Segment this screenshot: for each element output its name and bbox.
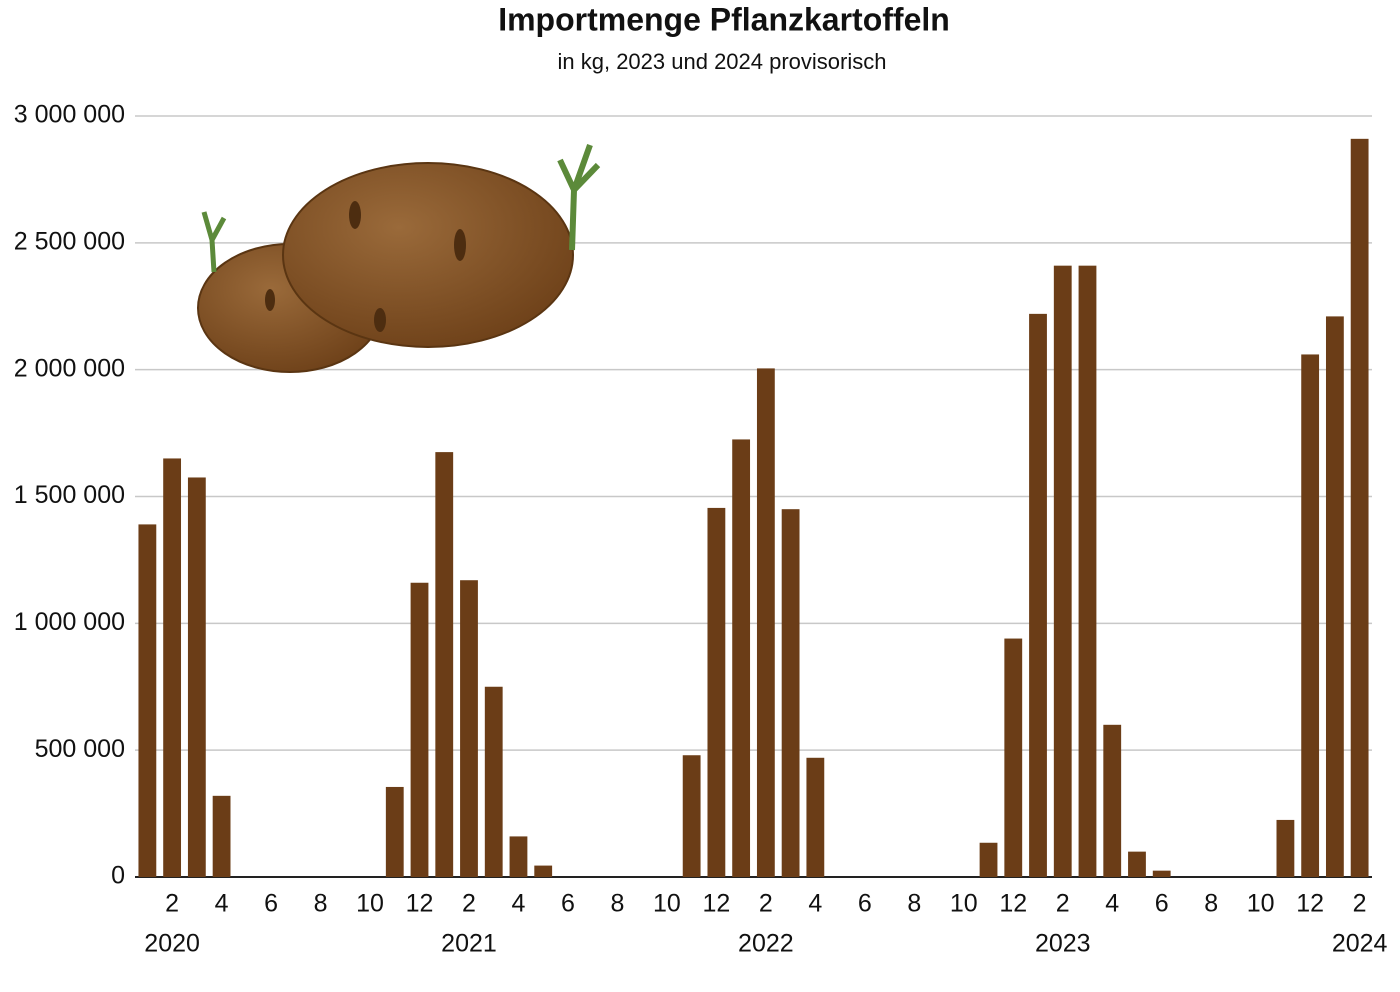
x-tick-label: 8 <box>1204 890 1218 918</box>
bar <box>781 509 800 877</box>
x-tick-label: 4 <box>215 890 229 918</box>
x-tick-label: 2 <box>1353 890 1367 918</box>
y-tick-label: 500 000 <box>35 735 125 763</box>
bar <box>534 865 553 877</box>
potato-illustration <box>197 143 601 373</box>
y-tick-label: 3 000 000 <box>14 101 125 129</box>
bar <box>435 452 454 877</box>
bar <box>138 524 157 877</box>
x-tick-label: 4 <box>808 890 822 918</box>
plot: 0 500 000 1 000 000 1 500 000 2 000 000 2 500… <box>14 101 1388 958</box>
x-tick-label: 4 <box>512 890 526 918</box>
x-tick-label: 2 <box>759 890 773 918</box>
bar <box>1350 138 1369 877</box>
x-tick-label: 6 <box>1155 890 1169 918</box>
x-tick-label: 12 <box>1296 890 1324 918</box>
bar <box>1053 265 1072 877</box>
bar <box>1301 354 1320 877</box>
bar <box>212 795 231 877</box>
bar <box>756 368 775 877</box>
x-group-label: 2022 <box>738 930 794 958</box>
y-tick-label: 1 500 000 <box>14 481 125 509</box>
bar <box>732 439 751 877</box>
x-tick-label: 8 <box>907 890 921 918</box>
bar <box>1029 313 1047 877</box>
x-tick-label: 6 <box>858 890 872 918</box>
bar <box>1152 870 1171 877</box>
bar <box>1276 819 1295 877</box>
chart-title: Importmenge Pflanzkartoffeln <box>498 1 950 37</box>
x-tick-label: 10 <box>356 890 384 918</box>
y-tick-label: 2 500 000 <box>14 227 125 255</box>
x-group-label: 2024 <box>1332 930 1388 958</box>
x-group-label: 2021 <box>441 930 497 958</box>
x-tick-label: 2 <box>165 890 179 918</box>
bar <box>187 477 206 877</box>
x-tick-label: 10 <box>653 890 681 918</box>
x-tick-label: 12 <box>702 890 730 918</box>
x-group-label: 2020 <box>144 930 200 958</box>
bar <box>979 842 998 877</box>
bar <box>1078 265 1097 877</box>
bar <box>163 458 182 877</box>
bar <box>1128 851 1146 877</box>
x-tick-label: 4 <box>1105 890 1119 918</box>
bar <box>1325 316 1344 877</box>
x-tick-label: 8 <box>314 890 328 918</box>
bar <box>460 580 478 877</box>
bar <box>707 507 726 877</box>
bar <box>410 582 429 877</box>
x-tick-label: 6 <box>264 890 278 918</box>
bar <box>682 755 701 877</box>
y-tick-label: 0 <box>111 862 125 890</box>
x-tick-label: 10 <box>950 890 978 918</box>
x-tick-label: 12 <box>406 890 434 918</box>
bar <box>1103 724 1122 877</box>
x-tick-label: 12 <box>999 890 1027 918</box>
bar <box>1004 638 1023 877</box>
bar <box>484 686 503 877</box>
x-tick-label: 6 <box>561 890 575 918</box>
x-tick-label: 2 <box>462 890 476 918</box>
y-tick-label: 1 000 000 <box>14 608 125 636</box>
x-tick-label: 10 <box>1247 890 1275 918</box>
bar <box>806 757 825 877</box>
x-group-label: 2023 <box>1035 930 1091 958</box>
x-tick-label: 2 <box>1056 890 1070 918</box>
bar <box>509 836 528 877</box>
bar <box>385 786 404 877</box>
chart-subtitle: in kg, 2023 und 2024 provisorisch <box>558 49 887 74</box>
x-tick-label: 8 <box>610 890 624 918</box>
y-tick-label: 2 000 000 <box>14 354 125 382</box>
